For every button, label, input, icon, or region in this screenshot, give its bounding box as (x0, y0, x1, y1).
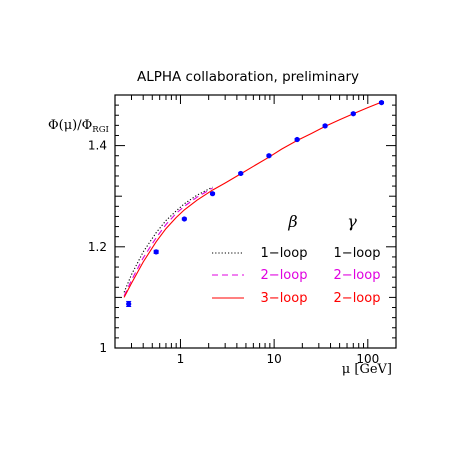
data-point (209, 191, 216, 197)
y-tick-label: 1 (99, 341, 107, 355)
y-tick-label: 1.2 (88, 240, 107, 254)
axis-tick-labels: 1 10 100 1 1.2 1.4 (88, 139, 379, 366)
x-tick-label: 1 (177, 352, 185, 366)
curve-dotted (123, 186, 213, 293)
data-points (126, 99, 385, 308)
data-point (322, 123, 328, 129)
plot-frame (114, 94, 397, 349)
data-point (266, 153, 272, 159)
data-point (378, 99, 385, 106)
legend: β γ 1−loop 1−loop 2−loop 2−loop 3−loop 2−loop (212, 212, 380, 306)
y-axis-label: Φ(μ)/ΦRGI (48, 118, 109, 135)
y-label-main: Φ(μ)/Φ (48, 118, 92, 133)
legend-gamma-label: 2−loop (334, 291, 381, 306)
legend-gamma-label: 1−loop (334, 246, 381, 261)
data-point (181, 216, 187, 222)
x-tick-label: 10 (266, 352, 281, 366)
x-axis-label: μ [GeV] (342, 362, 392, 377)
legend-beta-label: 3−loop (261, 291, 308, 306)
x-tick-label: 100 (356, 352, 379, 366)
legend-header-gamma: γ (347, 212, 357, 231)
data-point (153, 249, 159, 255)
data-point (126, 301, 132, 307)
y-label-sub: RGI (92, 125, 109, 135)
chart-title: ALPHA collaboration, preliminary (137, 69, 359, 85)
data-point (350, 111, 356, 117)
data-point (294, 136, 300, 143)
curve-dashed (123, 187, 213, 297)
legend-beta-label: 1−loop (261, 246, 308, 261)
data-point (238, 170, 244, 177)
y-tick-label: 1.4 (88, 139, 107, 153)
legend-header-beta: β (287, 212, 297, 231)
axis-ticks (114, 94, 397, 349)
legend-gamma-label: 2−loop (334, 268, 381, 283)
legend-beta-label: 2−loop (261, 268, 308, 283)
